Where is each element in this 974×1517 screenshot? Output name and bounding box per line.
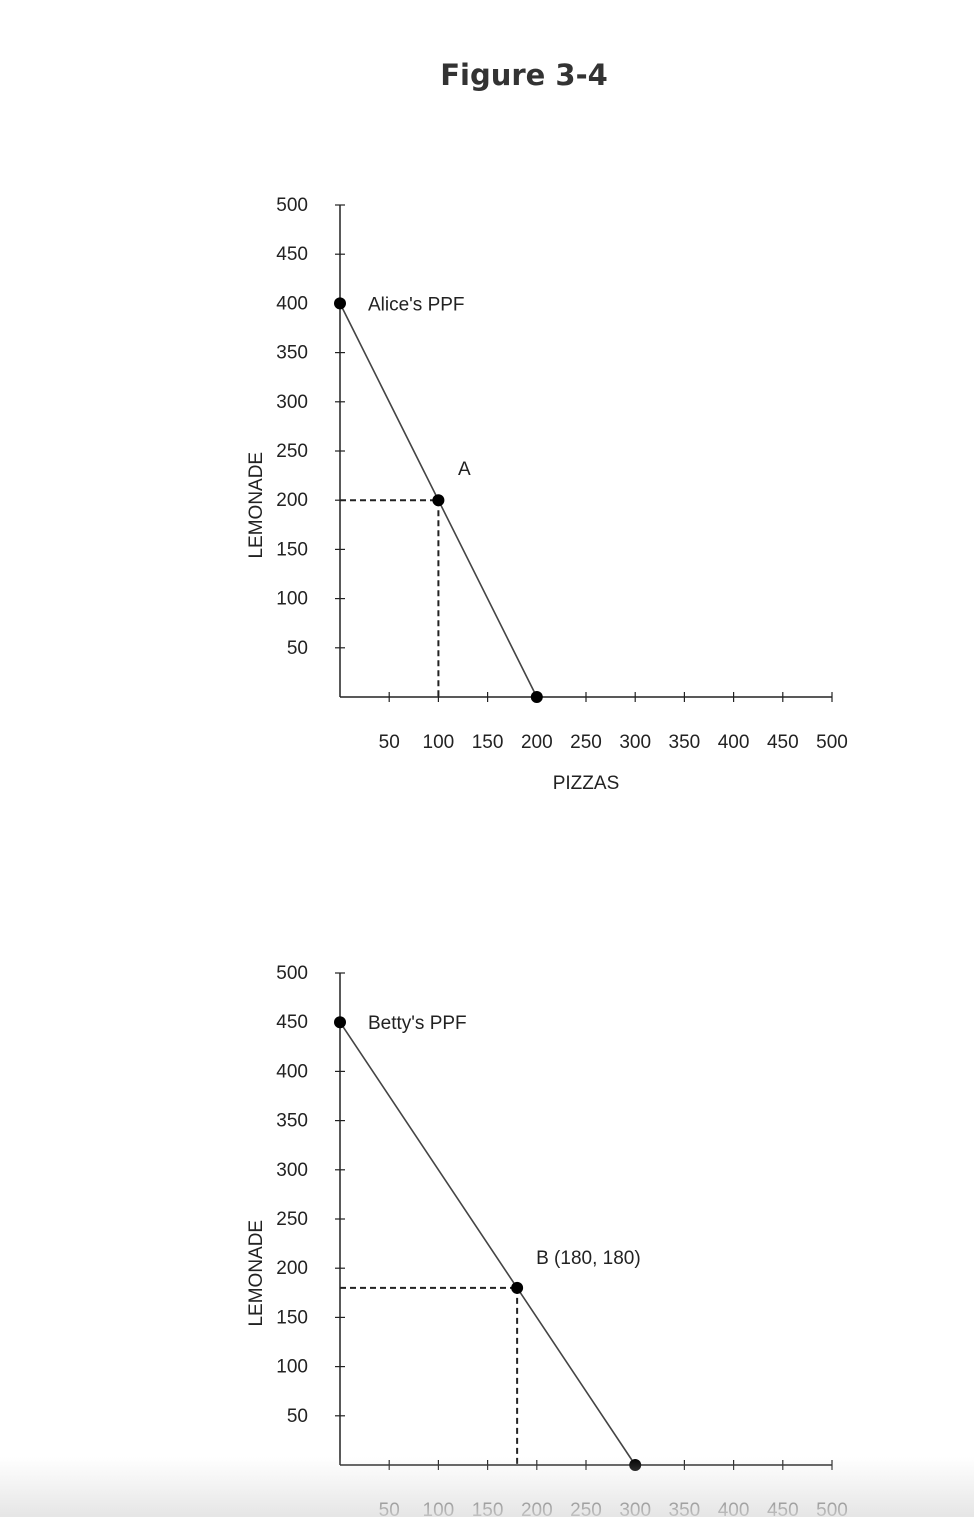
chart-1-x-tick-label: 400 — [718, 732, 750, 753]
chart-1-y-tick-label: 300 — [276, 392, 308, 413]
chart-2-x-tick-label: 300 — [619, 1500, 651, 1517]
chart-2-point-marker — [511, 1281, 524, 1294]
chart-2-y-axis-title: LEMONADE — [246, 1220, 267, 1327]
chart-1-x-tick-label: 300 — [619, 732, 651, 753]
chart-2-y-tick-label: 100 — [276, 1357, 308, 1378]
chart-2-point-label: B (180, 180) — [536, 1248, 641, 1269]
chart-1-endpoint-2 — [530, 691, 543, 703]
chart-2-x-tick-label: 450 — [767, 1500, 799, 1517]
chart-2-y-tick-label: 500 — [276, 963, 308, 984]
chart-2-ppf-line — [339, 1021, 636, 1466]
chart-2-x-tick-label: 150 — [472, 1500, 504, 1517]
figure-title: Figure 3-4 — [440, 58, 608, 92]
chart-2-x-tick-label: 350 — [669, 1500, 701, 1517]
chart-1-endpoint-1 — [334, 297, 346, 310]
chart-1-y-tick-label: 350 — [276, 343, 308, 364]
chart-1-y-axis-title: LEMONADE — [246, 452, 267, 559]
chart-2-y-tick-label: 400 — [276, 1061, 308, 1082]
chart-1-x-tick-label: 100 — [423, 732, 455, 753]
chart-2-x-tick-label: 50 — [379, 1500, 400, 1517]
chart-1-x-tick-label: 450 — [767, 732, 799, 753]
chart-1-y-tick-label: 50 — [287, 638, 308, 659]
chart-2-y-tick-label: 300 — [276, 1160, 308, 1181]
chart-1-point-label: A — [458, 459, 471, 480]
chart-2-y-tick-label: 450 — [276, 1012, 308, 1033]
chart-2-y-tick-label: 350 — [276, 1111, 308, 1132]
chart-1-x-tick-label: 500 — [816, 732, 848, 753]
chart-2-y-tick-label: 250 — [276, 1209, 308, 1230]
chart-1-x-tick-label: 250 — [570, 732, 602, 753]
chart-2-endpoint-1 — [334, 1016, 346, 1029]
chart-1-point-marker — [432, 494, 445, 507]
chart-2-x-tick-label: 500 — [816, 1500, 848, 1517]
chart-1-x-tick-label: 200 — [521, 732, 553, 753]
chart-1-y-tick-label: 200 — [276, 490, 308, 511]
chart-2-x-tick-label: 250 — [570, 1500, 602, 1517]
chart-2-y-tick-label: 50 — [287, 1406, 308, 1427]
chart-1-ppf-label: Alice's PPF — [368, 294, 465, 315]
chart-2-endpoint-2 — [629, 1459, 642, 1471]
chart-1-x-tick-label: 150 — [472, 732, 504, 753]
chart-2-x-tick-label: 400 — [718, 1500, 750, 1517]
chart-1-y-tick-label: 100 — [276, 589, 308, 610]
chart-2-y-tick-label: 200 — [276, 1258, 308, 1279]
chart-1-x-tick-label: 350 — [669, 732, 701, 753]
chart-2-ppf-label: Betty's PPF — [368, 1013, 467, 1034]
chart-1-y-tick-label: 150 — [276, 539, 308, 560]
chart-1-x-axis-title: PIZZAS — [553, 773, 620, 794]
chart-2-x-tick-label: 100 — [423, 1500, 455, 1517]
chart-2-y-tick-label: 150 — [276, 1307, 308, 1328]
chart-2-x-tick-label: 200 — [521, 1500, 553, 1517]
chart-1-y-tick-label: 400 — [276, 293, 308, 314]
chart-1-x-tick-label: 50 — [379, 732, 400, 753]
chart-1-y-tick-label: 250 — [276, 441, 308, 462]
chart-1-y-tick-label: 450 — [276, 244, 308, 265]
chart-1-y-tick-label: 500 — [276, 195, 308, 216]
